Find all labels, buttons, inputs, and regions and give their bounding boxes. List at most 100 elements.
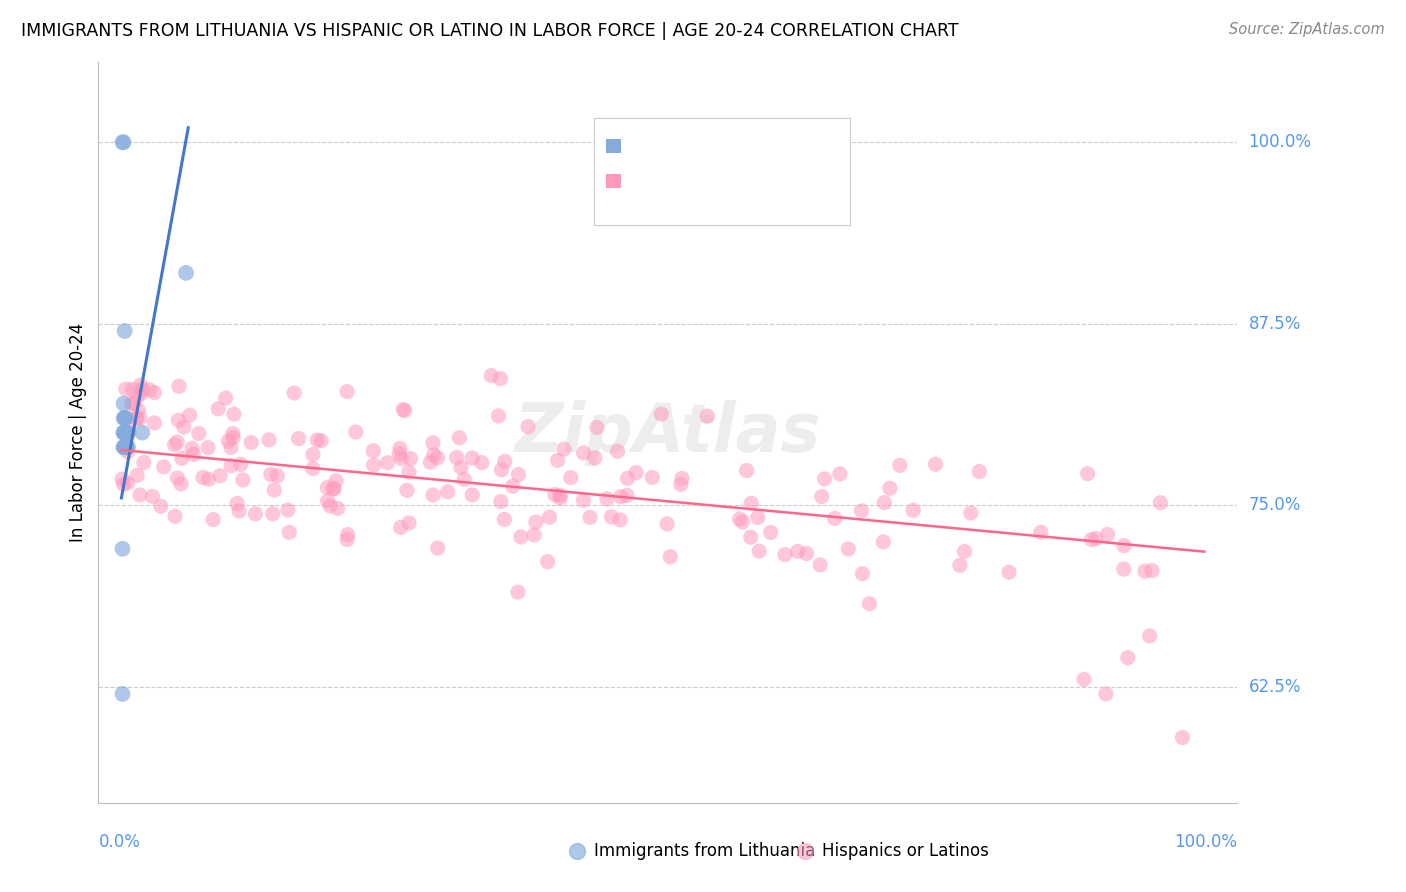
Point [659, 549, 682, 564]
Point [426, 450, 449, 465]
Point [824, 511, 846, 525]
Point [740, 530, 762, 544]
Point [112, 440, 135, 454]
Point [606, 444, 628, 458]
Point [240, 435, 263, 450]
Point [450, 460, 472, 475]
Point [949, 558, 972, 573]
Point [616, 488, 638, 502]
Point [207, 401, 229, 416]
Point [183, 447, 205, 461]
Point [278, 525, 301, 540]
Point [851, 566, 873, 581]
Point [336, 533, 359, 547]
Point [336, 527, 359, 541]
Point [523, 528, 546, 542]
Point [114, 382, 136, 396]
Point [117, 444, 139, 458]
Point [585, 420, 607, 434]
Point [127, 403, 149, 417]
Text: N =: N = [762, 137, 801, 155]
Point [152, 459, 174, 474]
Point [489, 494, 512, 508]
Point [398, 516, 420, 530]
Point [998, 565, 1021, 579]
Point [197, 441, 219, 455]
Point [266, 468, 288, 483]
Point [115, 440, 138, 454]
Point [120, 396, 142, 410]
Point [114, 425, 136, 440]
Point [179, 408, 201, 422]
Point [118, 425, 141, 440]
FancyBboxPatch shape [606, 174, 621, 187]
Point [600, 509, 623, 524]
Point [671, 471, 693, 485]
Point [610, 490, 633, 504]
Point [1029, 525, 1052, 540]
Point [173, 420, 195, 434]
Point [1095, 687, 1118, 701]
Point [748, 544, 770, 558]
Point [960, 506, 983, 520]
Point [127, 390, 149, 404]
Point [449, 431, 471, 445]
Text: 0.0%: 0.0% [98, 833, 141, 851]
Point [302, 448, 325, 462]
Point [517, 419, 540, 434]
Point [181, 442, 204, 456]
Point [114, 425, 136, 440]
Point [759, 525, 782, 540]
Point [202, 513, 225, 527]
Point [112, 425, 135, 440]
Point [395, 483, 418, 498]
Point [111, 136, 134, 150]
Point [489, 371, 512, 385]
Text: 62.5%: 62.5% [1249, 678, 1301, 696]
Point [735, 464, 758, 478]
Point [232, 473, 254, 487]
Point [641, 470, 664, 484]
Point [114, 411, 136, 425]
Point [127, 468, 149, 483]
Point [491, 463, 513, 477]
Point [263, 483, 285, 497]
Point [114, 440, 136, 454]
Point [728, 512, 751, 526]
Point [461, 488, 484, 502]
Point [167, 413, 190, 427]
Point [222, 431, 245, 445]
Point [287, 432, 309, 446]
Point [166, 471, 188, 485]
Point [624, 466, 647, 480]
Point [222, 426, 245, 441]
Point [112, 396, 135, 410]
Point [388, 442, 411, 456]
Point [508, 467, 530, 482]
Point [1112, 539, 1135, 553]
Text: 100.0%: 100.0% [1249, 133, 1312, 152]
Point [166, 434, 188, 449]
Point [872, 534, 894, 549]
Point [141, 490, 163, 504]
Point [219, 441, 242, 455]
Point [112, 411, 135, 425]
Point [143, 385, 166, 400]
Point [953, 544, 976, 558]
Point [112, 477, 135, 491]
Point [121, 382, 143, 396]
Point [616, 471, 638, 485]
Point [149, 500, 172, 514]
Point [114, 324, 136, 338]
Point [1140, 564, 1163, 578]
Point [873, 496, 896, 510]
Point [398, 465, 420, 479]
Point [170, 451, 193, 466]
Point [129, 386, 152, 401]
Text: ZipAtlas: ZipAtlas [515, 400, 821, 466]
Point [808, 558, 831, 572]
Point [436, 484, 458, 499]
Point [731, 515, 754, 529]
Point [377, 456, 399, 470]
Point [969, 465, 991, 479]
